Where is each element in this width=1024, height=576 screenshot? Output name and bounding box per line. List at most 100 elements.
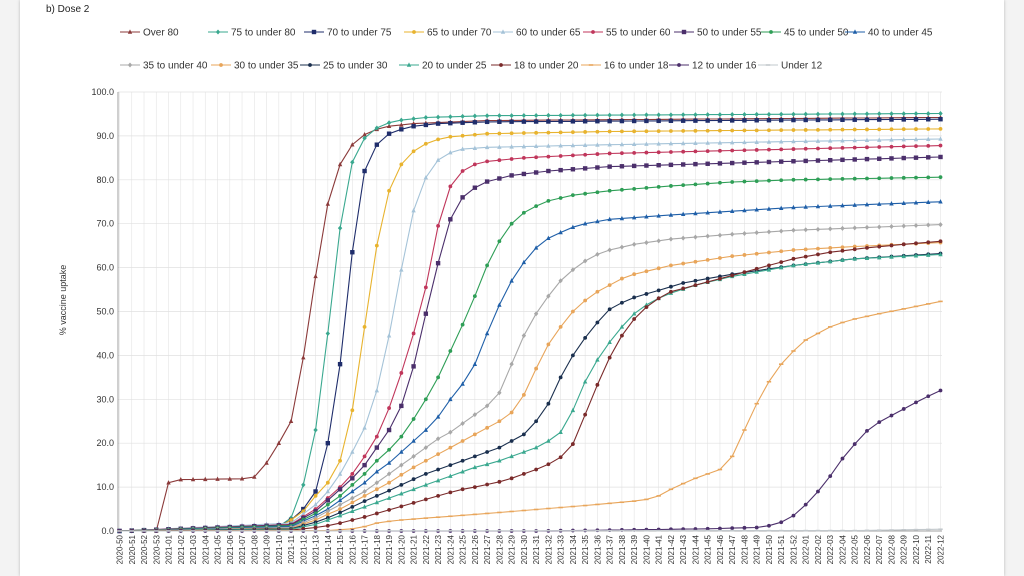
data-point bbox=[533, 311, 539, 317]
data-point bbox=[607, 355, 612, 360]
data-point bbox=[583, 412, 588, 417]
data-point bbox=[729, 529, 735, 532]
data-point bbox=[656, 129, 661, 134]
data-point bbox=[644, 214, 649, 219]
data-point bbox=[766, 229, 772, 235]
x-tick-label: 2021-20 bbox=[397, 534, 406, 564]
data-point bbox=[399, 117, 404, 123]
data-point bbox=[705, 276, 710, 281]
x-tick-label: 2021-45 bbox=[704, 534, 713, 564]
data-point bbox=[730, 526, 735, 531]
data-point bbox=[436, 375, 440, 380]
data-point bbox=[791, 147, 796, 151]
data-point bbox=[472, 513, 478, 516]
data-point bbox=[387, 447, 391, 452]
data-point bbox=[411, 501, 416, 505]
data-point bbox=[828, 146, 833, 151]
data-point bbox=[693, 210, 698, 216]
x-tick-label: 2021-38 bbox=[618, 534, 627, 564]
data-point bbox=[570, 119, 576, 124]
data-point bbox=[742, 179, 747, 184]
data-point bbox=[889, 117, 894, 122]
data-point bbox=[680, 112, 686, 118]
data-point bbox=[399, 122, 404, 127]
data-point bbox=[791, 111, 796, 117]
series-30-to-under-35 bbox=[117, 240, 943, 533]
data-point bbox=[729, 455, 735, 458]
data-point bbox=[864, 156, 870, 162]
data-point bbox=[938, 199, 943, 204]
data-point bbox=[399, 434, 404, 439]
data-point bbox=[852, 157, 857, 162]
data-point bbox=[570, 505, 576, 508]
data-point bbox=[840, 248, 845, 253]
data-point bbox=[325, 517, 331, 522]
data-point bbox=[313, 427, 318, 433]
data-point bbox=[926, 222, 931, 228]
x-tick-label: 2022-08 bbox=[887, 534, 896, 564]
data-point bbox=[460, 458, 465, 463]
data-point bbox=[656, 266, 661, 271]
data-point bbox=[399, 491, 404, 496]
x-tick-label: 2021-32 bbox=[544, 534, 553, 564]
legend-marker bbox=[308, 63, 312, 67]
data-point bbox=[938, 175, 943, 180]
data-point bbox=[889, 310, 894, 313]
data-point bbox=[815, 529, 821, 532]
data-point bbox=[350, 142, 355, 147]
data-point bbox=[607, 151, 612, 156]
data-point bbox=[607, 216, 612, 222]
data-point bbox=[570, 153, 575, 158]
data-point bbox=[546, 438, 551, 443]
data-point bbox=[325, 480, 330, 485]
legend-item: 35 to under 40 bbox=[120, 61, 208, 72]
x-tick-label: 2021-12 bbox=[299, 534, 308, 564]
series-line bbox=[119, 300, 941, 532]
data-point bbox=[325, 330, 331, 336]
data-point bbox=[766, 380, 772, 383]
legend-item: 75 to under 80 bbox=[208, 28, 296, 39]
data-point bbox=[938, 528, 943, 531]
data-point bbox=[631, 241, 637, 247]
data-point bbox=[631, 529, 637, 532]
data-point bbox=[497, 511, 502, 514]
data-point bbox=[190, 476, 196, 482]
legend-item: Over 80 bbox=[120, 28, 179, 39]
data-point bbox=[681, 183, 686, 188]
legend-item: 30 to under 35 bbox=[211, 61, 299, 72]
data-point bbox=[815, 138, 821, 143]
data-point bbox=[656, 162, 661, 168]
data-point bbox=[852, 176, 857, 181]
data-point bbox=[779, 139, 784, 144]
legend-label: 25 to under 30 bbox=[323, 61, 388, 72]
data-point bbox=[669, 284, 673, 289]
data-point bbox=[656, 238, 661, 244]
data-point bbox=[656, 112, 661, 118]
data-point bbox=[252, 530, 257, 532]
data-point bbox=[914, 175, 918, 180]
data-point bbox=[729, 139, 735, 145]
data-point bbox=[913, 117, 919, 122]
x-tick-label: 2021-05 bbox=[214, 534, 223, 564]
data-point bbox=[582, 221, 588, 226]
data-point bbox=[705, 529, 710, 532]
data-point bbox=[509, 510, 514, 513]
data-point bbox=[411, 486, 416, 492]
data-point bbox=[582, 166, 588, 171]
data-point bbox=[362, 472, 367, 476]
data-point bbox=[938, 388, 943, 393]
data-point bbox=[313, 273, 318, 279]
data-point bbox=[815, 226, 821, 232]
data-point bbox=[828, 250, 833, 255]
data-point bbox=[399, 530, 404, 532]
data-point bbox=[399, 504, 404, 509]
data-point bbox=[411, 438, 416, 443]
data-point bbox=[534, 155, 539, 160]
data-point bbox=[631, 500, 637, 502]
x-tick-label: 2021-31 bbox=[532, 534, 541, 564]
data-point bbox=[558, 506, 563, 509]
data-point bbox=[938, 117, 943, 122]
x-tick-label: 2021-34 bbox=[569, 534, 578, 564]
data-point bbox=[852, 256, 857, 261]
data-point bbox=[509, 131, 514, 136]
